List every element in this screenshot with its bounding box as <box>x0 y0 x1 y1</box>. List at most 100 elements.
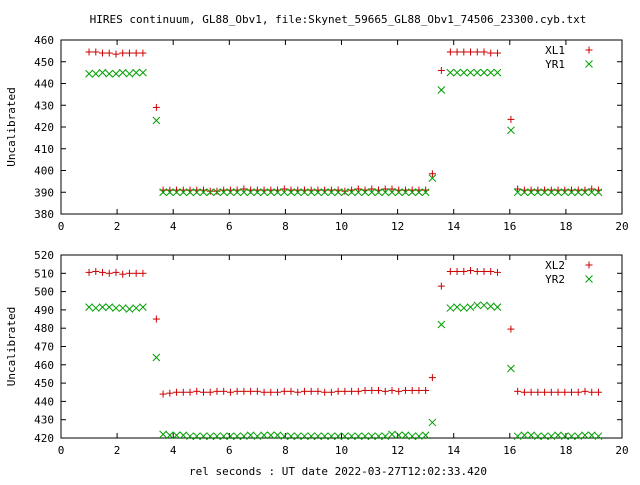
data-point <box>240 387 248 395</box>
panels-group: 0 2 4 6 8 10 12 14 16 18 2038039040041042043044045… <box>5 34 629 457</box>
data-point <box>307 432 316 441</box>
data-point <box>486 68 495 77</box>
data-point <box>293 188 302 197</box>
data-point <box>480 68 488 77</box>
data-point <box>594 388 602 396</box>
data-point <box>226 432 235 441</box>
data-point <box>422 386 430 394</box>
x-tick-label: 6 <box>226 444 233 457</box>
x-tick-label: 6 <box>226 220 233 233</box>
data-point <box>428 174 437 182</box>
legend-marker <box>585 275 593 283</box>
data-point <box>85 69 93 78</box>
data-point <box>381 432 390 441</box>
data-point <box>118 68 127 77</box>
data-point <box>307 188 316 197</box>
data-point <box>428 374 436 382</box>
data-point <box>560 188 569 197</box>
y-tick-label: 410 <box>34 143 54 156</box>
x-tick-label: 4 <box>170 220 177 233</box>
y-tick-label: 450 <box>34 56 54 69</box>
data-point <box>219 188 228 197</box>
data-point <box>159 188 167 197</box>
data-point <box>85 48 93 56</box>
data-point <box>520 188 529 197</box>
data-point <box>172 188 181 197</box>
data-point <box>179 388 187 396</box>
data-point <box>132 68 141 77</box>
data-point <box>320 188 329 197</box>
data-point <box>437 282 445 290</box>
y-tick-label: 480 <box>34 322 54 335</box>
data-point <box>381 188 390 197</box>
series-yr1 <box>85 68 603 197</box>
data-point <box>186 432 194 441</box>
data-point <box>219 432 228 441</box>
data-point <box>199 188 208 197</box>
data-point <box>594 188 603 197</box>
data-point <box>574 188 583 197</box>
data-point <box>460 48 468 56</box>
data-point <box>220 387 228 395</box>
data-point <box>159 430 167 439</box>
data-point <box>112 268 120 276</box>
data-point <box>226 188 235 197</box>
data-point <box>152 315 160 323</box>
data-point <box>480 301 488 310</box>
data-point <box>415 386 423 394</box>
y-tick-label: 510 <box>34 267 54 280</box>
data-point <box>273 188 282 197</box>
data-point <box>415 188 423 197</box>
data-point <box>507 364 515 373</box>
x-tick-label: 12 <box>391 444 404 457</box>
data-point <box>118 304 127 312</box>
data-point <box>507 325 515 333</box>
data-point <box>260 431 268 440</box>
data-point <box>132 49 140 57</box>
data-point <box>453 68 461 77</box>
x-tick-label: 2 <box>114 444 121 457</box>
data-point <box>533 432 542 441</box>
data-point <box>493 303 502 312</box>
data-point <box>459 304 468 312</box>
data-point <box>125 305 134 313</box>
x-tick-label: 12 <box>391 220 404 233</box>
data-point <box>119 270 127 278</box>
data-point <box>487 267 495 275</box>
x-tick-label: 14 <box>447 444 461 457</box>
data-point <box>186 388 194 396</box>
plot-frame <box>60 254 623 439</box>
data-point <box>334 432 342 441</box>
data-point <box>206 388 214 396</box>
data-point <box>132 304 141 312</box>
data-point <box>354 387 362 395</box>
data-point <box>486 302 495 311</box>
y-tick-label: 500 <box>34 286 54 299</box>
data-point <box>125 269 133 277</box>
data-point <box>421 431 430 440</box>
y-axis-label: Uncalibrated <box>5 307 18 386</box>
data-point <box>213 432 221 441</box>
x-tick-label: 16 <box>503 444 516 457</box>
data-point <box>152 353 161 362</box>
data-point <box>453 303 461 312</box>
data-point <box>233 188 242 197</box>
data-point <box>437 66 445 74</box>
data-point <box>253 432 262 441</box>
y-tick-label: 450 <box>34 377 54 390</box>
data-point <box>166 389 174 397</box>
data-point <box>112 304 120 312</box>
data-point <box>321 388 329 396</box>
series-yr2 <box>85 301 603 441</box>
data-point <box>368 386 376 394</box>
data-point <box>415 432 423 441</box>
data-point <box>446 68 455 77</box>
data-point <box>99 268 107 276</box>
x-tick-label: 20 <box>615 444 628 457</box>
data-point <box>165 431 174 440</box>
data-point <box>473 301 482 310</box>
series-xl2 <box>85 267 602 398</box>
data-point <box>341 187 349 195</box>
data-point <box>179 188 188 197</box>
x-tick-label: 4 <box>170 444 177 457</box>
